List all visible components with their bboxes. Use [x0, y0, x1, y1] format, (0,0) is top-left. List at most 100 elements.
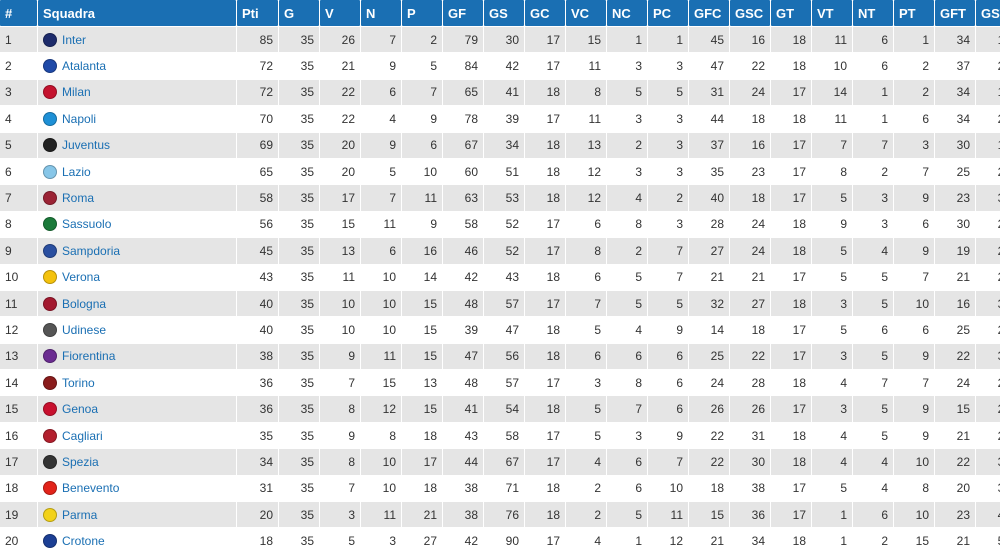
column-header-pt[interactable]: PT	[894, 0, 934, 26]
team-link[interactable]: Genoa	[43, 402, 231, 417]
stat-cell-gst: 56	[976, 528, 1000, 554]
stat-cell-nc: 6	[607, 343, 647, 370]
stat-cell-nc: 2	[607, 238, 647, 264]
stat-cell-vc: 6	[566, 343, 606, 370]
team-name[interactable]: Atalanta	[62, 59, 107, 74]
team-link[interactable]: Lazio	[43, 164, 231, 179]
stat-cell-gt: 18	[771, 528, 811, 554]
team-name[interactable]: Roma	[62, 191, 95, 206]
position-cell: 11	[0, 290, 37, 317]
team-link[interactable]: Sampdoria	[43, 243, 231, 258]
team-name[interactable]: Parma	[62, 507, 98, 522]
team-name[interactable]: Spezia	[62, 454, 99, 469]
team-link[interactable]: Juventus	[43, 138, 231, 153]
column-header-nt[interactable]: NT	[853, 0, 893, 26]
stat-cell-g: 35	[279, 106, 319, 132]
column-header-gf[interactable]: GF	[443, 0, 483, 26]
team-name[interactable]: Sampdoria	[62, 243, 121, 258]
column-header-squadra[interactable]: Squadra	[38, 0, 236, 26]
team-link[interactable]: Inter	[43, 32, 231, 47]
team-link[interactable]: Cagliari	[43, 428, 231, 443]
team-name[interactable]: Juventus	[62, 138, 111, 153]
stat-cell-p: 10	[402, 158, 442, 185]
team-name[interactable]: Sassuolo	[62, 217, 112, 232]
team-link[interactable]: Spezia	[43, 454, 231, 469]
column-header-v[interactable]: V	[320, 0, 360, 26]
column-header-p[interactable]: P	[402, 0, 442, 26]
column-header-vt[interactable]: VT	[812, 0, 852, 26]
team-name[interactable]: Benevento	[62, 481, 120, 496]
stat-cell-p: 9	[402, 106, 442, 132]
column-header-gfc[interactable]: GFC	[689, 0, 729, 26]
team-link[interactable]: Atalanta	[43, 59, 231, 74]
stat-cell-g: 35	[279, 27, 319, 53]
column-header-vc[interactable]: VC	[566, 0, 606, 26]
team-name[interactable]: Inter	[62, 32, 87, 47]
team-name[interactable]: Lazio	[62, 164, 91, 179]
team-link[interactable]: Fiorentina	[43, 349, 231, 364]
team-link[interactable]: Benevento	[43, 481, 231, 496]
stat-cell-g: 35	[279, 264, 319, 290]
stat-cell-pti: 65	[237, 158, 278, 185]
stat-cell-gst: 20	[976, 53, 1000, 79]
team-link[interactable]: Roma	[43, 191, 231, 206]
column-header-n[interactable]: N	[361, 0, 401, 26]
team-name[interactable]: Bologna	[62, 296, 107, 311]
column-header-gft[interactable]: GFT	[935, 0, 975, 26]
team-link[interactable]: Sassuolo	[43, 217, 231, 232]
stat-cell-gs: 56	[484, 343, 524, 370]
stat-cell-gfc: 45	[689, 27, 729, 53]
position-cell: 7	[0, 185, 37, 211]
verona-crest-icon	[43, 270, 57, 285]
team-name[interactable]: Crotone	[62, 534, 105, 549]
position-cell: 8	[0, 211, 37, 238]
roma-crest-icon	[43, 191, 57, 206]
stat-cell-g: 35	[279, 343, 319, 370]
column-header-pti[interactable]: Pti	[237, 0, 278, 26]
team-link[interactable]: Napoli	[43, 111, 231, 126]
column-header-pos[interactable]: #	[0, 0, 37, 26]
team-cell: Inter	[38, 27, 236, 53]
position-cell: 17	[0, 449, 37, 475]
column-header-gsc[interactable]: GSC	[730, 0, 770, 26]
column-header-pc[interactable]: PC	[648, 0, 688, 26]
column-header-gst[interactable]: GST	[976, 0, 1000, 26]
team-name[interactable]: Fiorentina	[62, 349, 116, 364]
napoli-crest-icon	[43, 111, 57, 126]
team-name[interactable]: Cagliari	[62, 428, 103, 443]
team-name[interactable]: Milan	[62, 85, 91, 100]
team-link[interactable]: Crotone	[43, 534, 231, 549]
column-header-nc[interactable]: NC	[607, 0, 647, 26]
stat-cell-gc: 18	[525, 79, 565, 106]
stat-cell-pti: 72	[237, 53, 278, 79]
team-name[interactable]: Napoli	[62, 111, 97, 126]
team-name[interactable]: Genoa	[62, 402, 99, 417]
team-name[interactable]: Udinese	[62, 322, 107, 337]
stat-cell-pc: 3	[648, 158, 688, 185]
lazio-crest-icon	[43, 164, 57, 179]
team-link[interactable]: Verona	[43, 270, 231, 285]
column-header-g[interactable]: G	[279, 0, 319, 26]
stat-cell-gf: 44	[443, 449, 483, 475]
team-link[interactable]: Torino	[43, 375, 231, 390]
team-name[interactable]: Torino	[62, 375, 95, 390]
stat-cell-pti: 58	[237, 185, 278, 211]
team-link[interactable]: Milan	[43, 85, 231, 100]
stat-cell-pti: 43	[237, 264, 278, 290]
column-header-gt[interactable]: GT	[771, 0, 811, 26]
team-link[interactable]: Bologna	[43, 296, 231, 311]
stat-cell-gsc: 24	[730, 79, 770, 106]
stat-cell-p: 2	[402, 27, 442, 53]
table-row: 18 Benevento 31 35 7 10 18 38 71 18 2 6 10 18 38 17 5 4 8 2…	[0, 475, 1000, 502]
team-name[interactable]: Verona	[62, 270, 101, 285]
stat-cell-vt: 9	[812, 211, 852, 238]
stat-cell-gft: 34	[935, 79, 975, 106]
stat-cell-gf: 46	[443, 238, 483, 264]
column-header-gs[interactable]: GS	[484, 0, 524, 26]
stat-cell-pt: 9	[894, 396, 934, 422]
stat-cell-vc: 11	[566, 53, 606, 79]
team-link[interactable]: Parma	[43, 507, 231, 522]
column-header-gc[interactable]: GC	[525, 0, 565, 26]
team-link[interactable]: Udinese	[43, 322, 231, 337]
stat-cell-gsc: 18	[730, 106, 770, 132]
